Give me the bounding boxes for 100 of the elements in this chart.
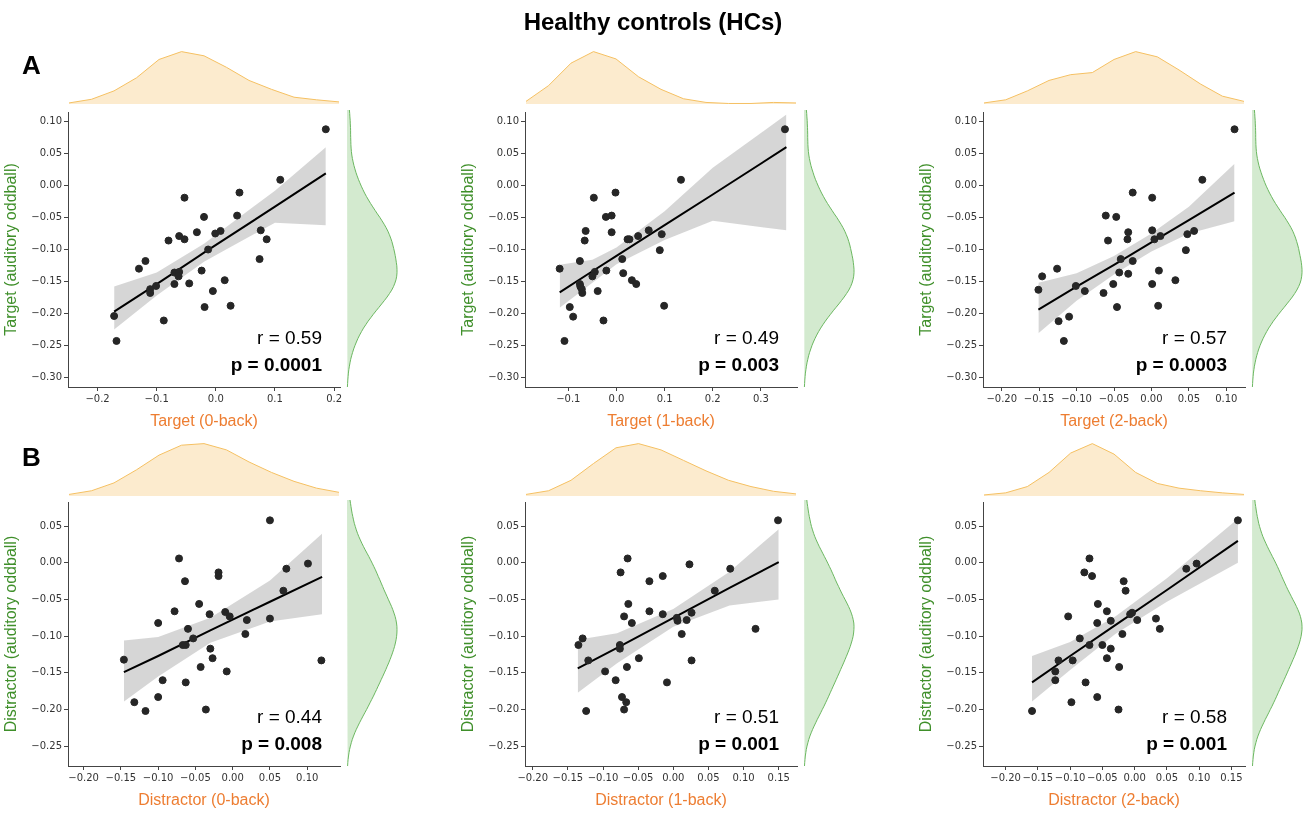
x-tick-label: 0.1: [267, 392, 283, 404]
x-tick-label: 0.15: [1220, 771, 1243, 783]
annotation: p = 0.0001: [230, 354, 323, 375]
y-tick-label: −0.30: [488, 371, 519, 382]
x-tick-label: 0.05: [258, 771, 282, 783]
y-tick-label: −0.20: [488, 307, 519, 319]
x-axis-title: Target (1-back): [607, 411, 715, 429]
y-tick-label: −0.05: [31, 211, 62, 223]
y-axis-title: Distractor (auditory oddball): [917, 535, 935, 733]
y-tick-label: 0.05: [39, 519, 62, 531]
annotation: p = 0.001: [1146, 733, 1228, 754]
y-tick-label: −0.05: [31, 593, 62, 605]
annotation: r = 0.58: [1162, 706, 1227, 727]
x-tick-label: 0.00: [1123, 771, 1146, 783]
x-axis-title: Distractor (0-back): [138, 790, 270, 808]
x-tick-label: 0.00: [662, 771, 685, 783]
x-tick-label: −0.05: [622, 771, 654, 783]
x-tick-label: 0.05: [1155, 771, 1179, 783]
y-tick-label: −0.25: [488, 339, 519, 351]
x-tick-label: −0.05: [1087, 771, 1118, 783]
y-tick-label: −0.20: [31, 703, 62, 715]
x-tick-label: 0.00: [1140, 392, 1163, 404]
annotation: p = 0.003: [698, 354, 779, 375]
x-tick-label: 0.15: [767, 771, 790, 783]
y-tick-label: 0.10: [954, 115, 977, 127]
text: Healthy controls (HCs): [523, 8, 783, 35]
y-tick-label: −0.20: [31, 307, 62, 319]
x-tick-label: 0.10: [296, 771, 319, 783]
x-tick-label: −0.05: [180, 771, 211, 783]
y-tick-label: −0.10: [31, 243, 62, 255]
y-tick-label: 0.10: [496, 115, 519, 127]
x-axis-title: Target (0-back): [150, 411, 258, 429]
y-axis-title: Target (auditory oddball): [917, 163, 935, 336]
y-tick-label: −0.25: [946, 739, 977, 751]
y-tick-label: −0.15: [488, 275, 519, 287]
annotation: p = 0.008: [241, 733, 322, 754]
y-tick-label: 0.05: [954, 147, 977, 159]
y-tick-label: −0.05: [488, 593, 519, 605]
x-tick-label: 0.05: [1177, 392, 1200, 404]
annotation: r = 0.57: [1162, 327, 1227, 348]
x-tick-label: 0.05: [697, 771, 720, 783]
x-tick-label: −0.2: [85, 392, 110, 404]
annotation: r = 0.44: [257, 706, 323, 727]
x-tick-label: −0.20: [990, 771, 1021, 783]
y-tick-label: −0.25: [488, 739, 519, 751]
y-tick-label: −0.30: [946, 371, 977, 382]
x-tick-label: −0.20: [517, 771, 549, 783]
y-tick-label: −0.30: [31, 371, 62, 382]
x-tick-label: −0.15: [1023, 392, 1055, 404]
y-axis-title: Target (auditory oddball): [2, 163, 20, 336]
y-tick-label: −0.05: [946, 593, 977, 605]
y-tick-label: −0.10: [488, 629, 519, 641]
x-tick-label: −0.05: [1098, 392, 1130, 404]
x-tick-label: −0.15: [105, 771, 137, 783]
y-tick-label: 0.05: [496, 519, 519, 531]
y-axis-title: Target (auditory oddball): [459, 163, 477, 336]
x-tick-label: 0.0: [207, 392, 224, 404]
x-tick-label: −0.10: [1054, 771, 1086, 783]
x-tick-label: 0.0: [608, 392, 625, 404]
x-tick-label: 0.10: [1188, 771, 1211, 783]
y-tick-label: −0.15: [946, 275, 977, 287]
text: A: [22, 50, 41, 81]
y-tick-label: −0.05: [488, 211, 519, 223]
y-tick-label: −0.25: [31, 339, 62, 351]
y-tick-label: 0.00: [39, 556, 62, 568]
x-tick-label: −0.10: [1061, 392, 1092, 404]
x-tick-label: −0.15: [1022, 771, 1054, 783]
y-tick-label: −0.20: [488, 703, 519, 715]
y-tick-label: 0.00: [39, 179, 62, 191]
y-tick-label: −0.10: [488, 243, 519, 255]
y-tick-label: 0.00: [954, 179, 977, 191]
annotation: p = 0.0003: [1135, 354, 1227, 375]
x-tick-label: 0.3: [752, 392, 769, 404]
annotation: r = 0.59: [257, 327, 322, 348]
y-tick-label: −0.05: [946, 211, 977, 223]
y-tick-label: −0.20: [946, 307, 977, 319]
x-tick-label: −0.10: [142, 771, 174, 783]
x-tick-label: 0.10: [1215, 392, 1238, 404]
x-tick-label: −0.1: [556, 392, 581, 404]
y-tick-label: −0.15: [31, 275, 62, 287]
y-tick-label: −0.15: [31, 666, 62, 678]
x-tick-label: 0.1: [656, 392, 673, 404]
x-tick-label: −0.20: [68, 771, 99, 783]
y-tick-label: −0.25: [31, 739, 62, 751]
y-tick-label: 0.00: [954, 556, 977, 568]
x-tick-label: −0.10: [587, 771, 619, 783]
y-axis-title: Distractor (auditory oddball): [459, 535, 477, 733]
x-tick-label: −0.15: [552, 771, 584, 783]
x-tick-label: −0.1: [144, 392, 169, 404]
y-tick-label: 0.10: [39, 115, 62, 127]
x-axis-title: Target (2-back): [1060, 411, 1168, 429]
y-tick-label: −0.15: [488, 666, 519, 678]
y-tick-label: −0.10: [946, 243, 977, 255]
x-axis-title: Distractor (1-back): [595, 790, 727, 808]
y-tick-label: 0.05: [954, 519, 977, 531]
x-tick-label: 0.2: [704, 392, 721, 404]
y-tick-label: −0.15: [946, 666, 977, 678]
y-tick-label: 0.00: [496, 556, 519, 568]
x-axis-title: Distractor (2-back): [1048, 790, 1180, 808]
y-tick-label: −0.10: [946, 629, 977, 641]
